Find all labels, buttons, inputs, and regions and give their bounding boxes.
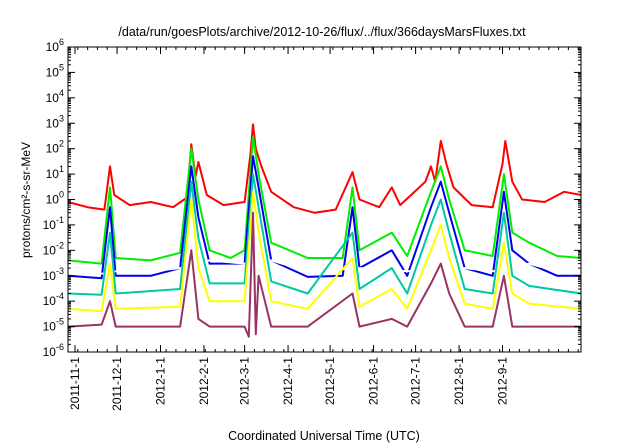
y-tick-label-12: 10-6 [43, 342, 64, 359]
y-tick-label-8: 10-2 [43, 240, 64, 257]
y-axis-label: protons/cm²-s-sr-MeV [19, 142, 33, 258]
series-line-2 [67, 155, 581, 280]
series-line-5 [67, 190, 582, 313]
series-layer [67, 123, 582, 338]
x-tick-label-1: 2011-12-1 [110, 357, 124, 411]
x-axis-label: Coordinated Universal Time (UTC) [228, 429, 420, 443]
series-line-0 [67, 123, 582, 214]
x-axis: 2011-11-1 2011-12-1 2012-1-1 2012-2-1 2012-3… [67, 47, 579, 411]
y-tick-label-0: 106 [46, 37, 64, 54]
y-tick-label-4: 102 [46, 139, 64, 156]
y-tick-label-3: 103 [46, 113, 64, 130]
chart-title: /data/run/goesPlots/archive/2012-10-26/f… [118, 25, 526, 39]
y-tick-label-9: 10-3 [43, 266, 64, 283]
x-tick-label-2: 2012-1-1 [154, 357, 168, 405]
series-line-1 [67, 135, 582, 265]
y-tick-label-2: 104 [46, 88, 64, 105]
x-tick-label-0: 2011-11-1 [68, 357, 82, 410]
y-tick-label-11: 10-5 [43, 317, 64, 334]
y-tick-label-6: 100 [46, 190, 64, 207]
x-tick-label-9: 2012-8-1 [452, 357, 466, 405]
x-tick-label-4: 2012-3-1 [238, 357, 252, 405]
y-tick-label-1: 105 [46, 62, 64, 79]
x-tick-label-8: 2012-7-1 [409, 357, 423, 405]
series-line-6 [67, 211, 581, 338]
x-tick-label-6: 2012-5-1 [323, 357, 337, 405]
series-line-4 [67, 173, 582, 296]
x-tick-label-5: 2012-4-1 [281, 357, 295, 405]
x-tick-label-3: 2012-2-1 [197, 357, 211, 405]
y-axis: 106 105 104 103 102 101 100 10-1 10-2 10-3 10-4 10-… [43, 37, 581, 359]
y-tick-label-5: 101 [46, 164, 64, 181]
x-tick-label-10: 2012-9-1 [496, 357, 510, 405]
y-tick-label-7: 10-1 [43, 215, 64, 232]
y-tick-label-10: 10-4 [43, 291, 64, 308]
x-tick-label-7: 2012-6-1 [367, 357, 381, 405]
